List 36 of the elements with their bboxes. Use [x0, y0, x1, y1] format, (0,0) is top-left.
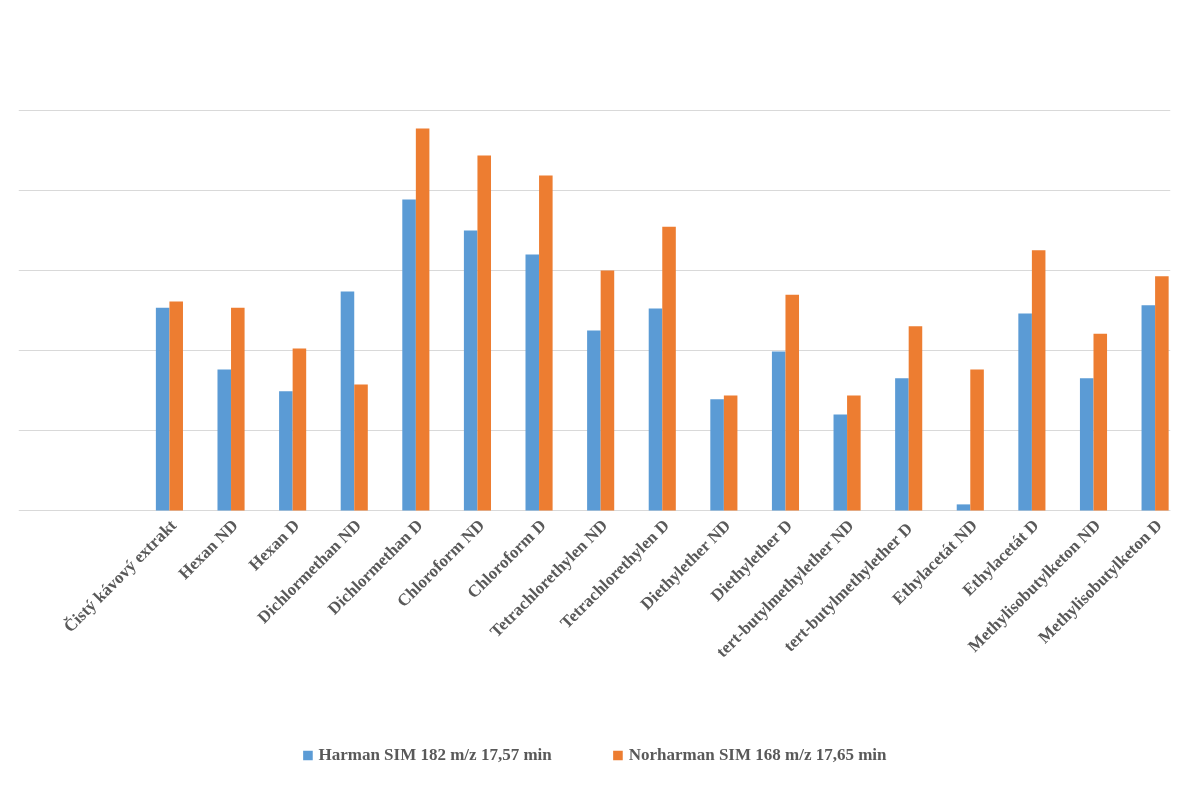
bar [217, 369, 232, 511]
bar [1141, 305, 1156, 511]
bar [710, 399, 724, 511]
bar [1079, 378, 1094, 511]
bar [587, 330, 601, 511]
bar [279, 391, 293, 511]
bar [833, 414, 848, 511]
bar [292, 348, 307, 511]
bar [600, 270, 615, 511]
bar [895, 378, 909, 511]
bar [525, 254, 540, 511]
bar [539, 175, 553, 511]
bar [1155, 276, 1169, 511]
bar [340, 291, 355, 511]
bar [155, 307, 170, 511]
bar [785, 294, 800, 511]
bar [231, 307, 245, 511]
bar [1031, 250, 1046, 511]
bar [648, 308, 663, 511]
bar [723, 395, 738, 511]
bar [1018, 313, 1032, 511]
bar [169, 301, 183, 511]
bar [477, 155, 491, 511]
bar [970, 369, 984, 511]
bar [1093, 333, 1108, 511]
bar [402, 199, 416, 511]
legend-label: Harman SIM 182 m/z 17,57 min [318, 745, 552, 765]
bar [908, 326, 923, 511]
bar [463, 230, 478, 511]
bar [956, 504, 971, 511]
bar [662, 226, 676, 511]
bar [771, 351, 786, 511]
bar [415, 128, 430, 511]
bar [354, 384, 368, 511]
legend-label: Norharman SIM 168 m/z 17,65 min [628, 745, 887, 765]
bar [847, 395, 861, 511]
